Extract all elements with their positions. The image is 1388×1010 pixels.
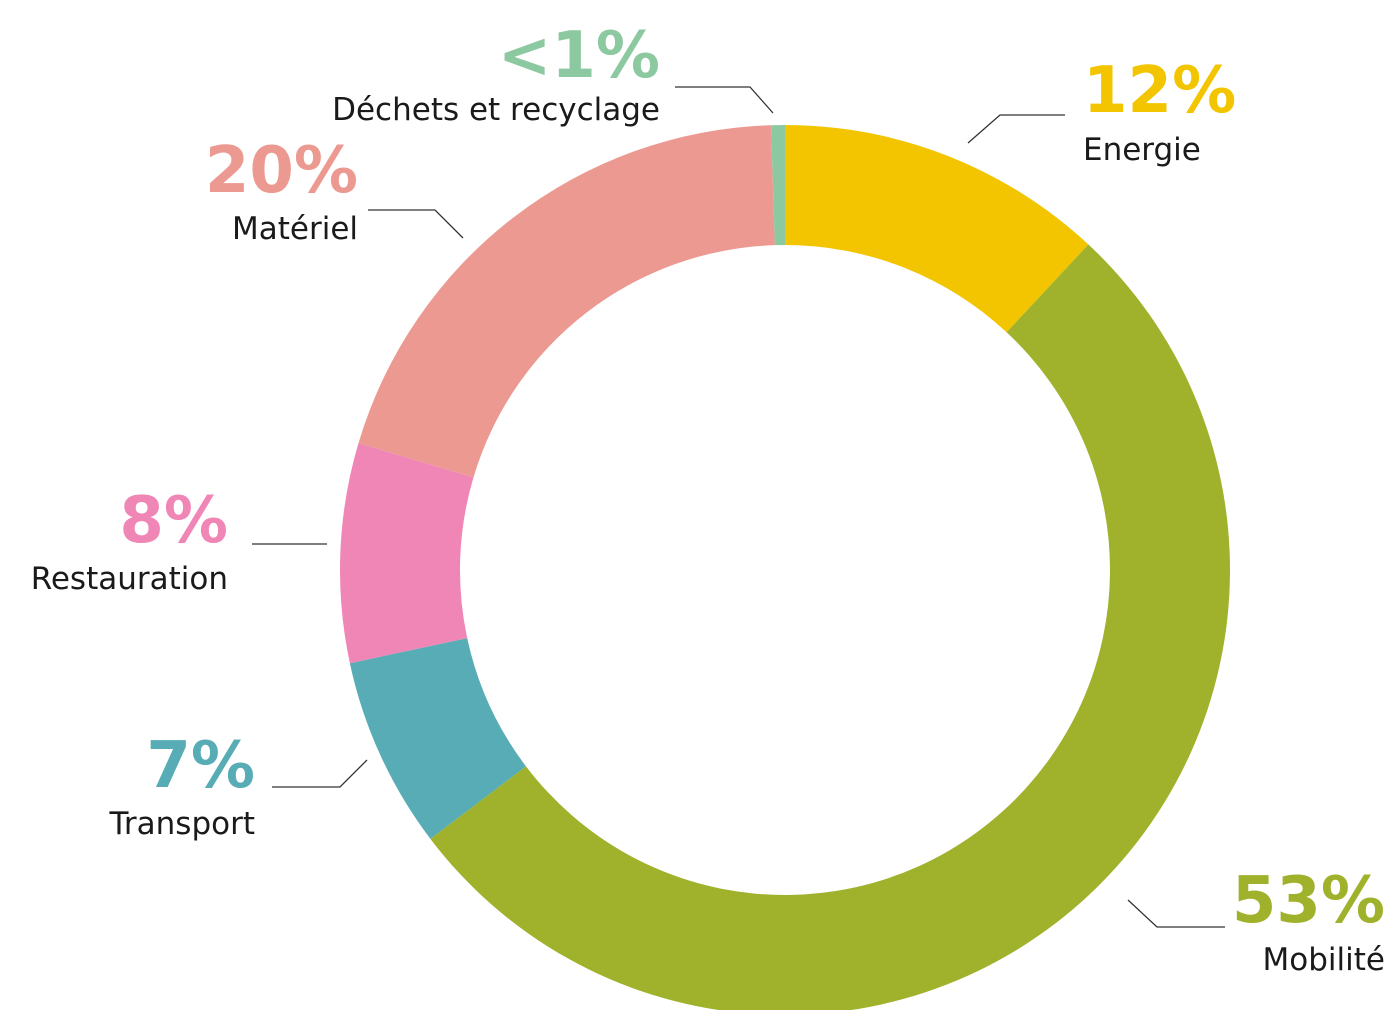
value-label: 53% — [1232, 864, 1385, 938]
category-label: Restauration — [31, 561, 228, 597]
leader-line — [368, 209, 464, 239]
donut-segment — [771, 125, 785, 246]
category-label: Matériel — [232, 211, 358, 247]
donut-segment — [430, 244, 1230, 1010]
leader-line — [675, 86, 774, 114]
leader-line — [1127, 899, 1225, 928]
value-label: 7% — [146, 729, 255, 803]
value-label: 12% — [1083, 54, 1236, 128]
category-label: Energie — [1083, 132, 1201, 168]
value-label: 8% — [119, 484, 228, 558]
value-label: <1% — [498, 19, 660, 93]
donut-segment — [340, 443, 474, 664]
category-label: Mobilité — [1263, 942, 1385, 978]
donut-segment — [358, 125, 775, 478]
donut-segment — [349, 638, 527, 839]
leader-line — [272, 759, 368, 788]
category-label: Déchets et recyclage — [332, 92, 660, 128]
leader-line — [967, 114, 1065, 144]
value-label: 20% — [205, 134, 358, 208]
category-label: Transport — [109, 806, 255, 842]
donut-segment — [785, 125, 1089, 333]
